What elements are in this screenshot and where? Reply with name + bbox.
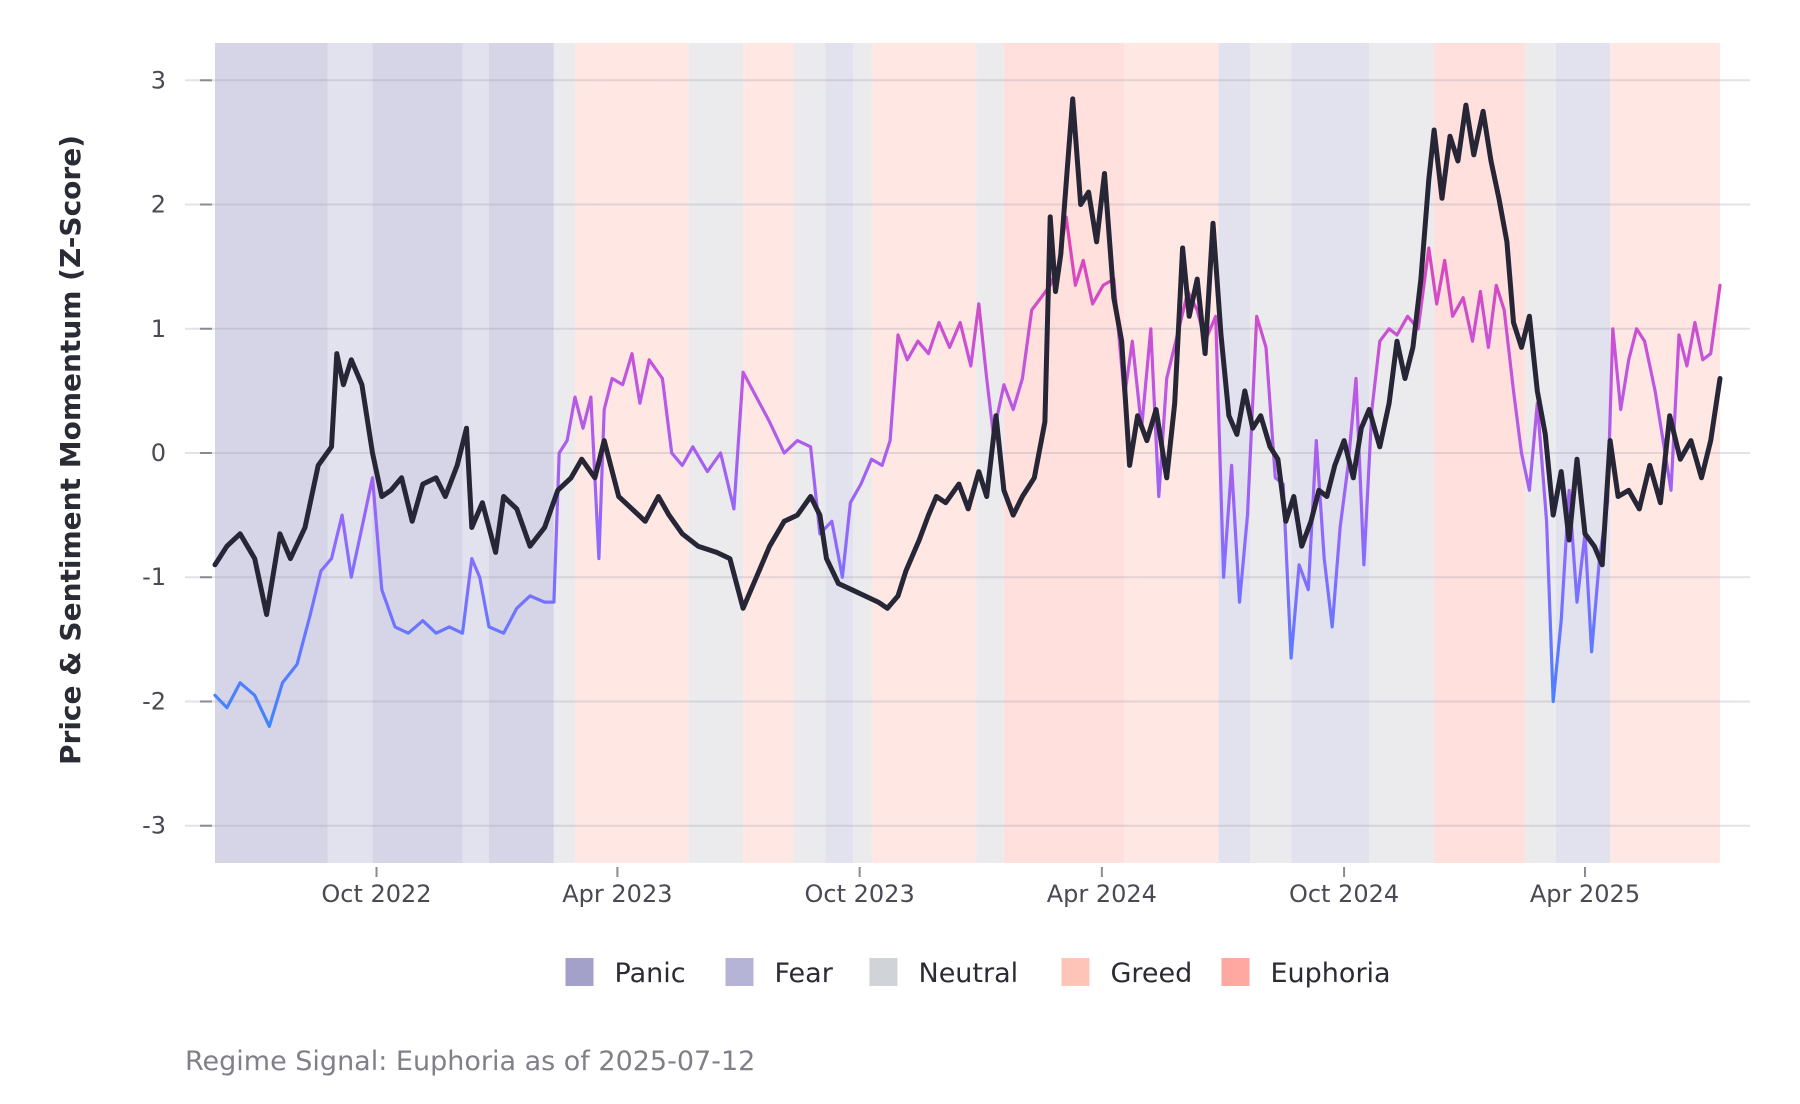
y-tick-label: -1: [142, 563, 166, 591]
legend: Panic Fear Neutral Greed Euphoria: [565, 958, 1391, 989]
regime-band-euphoria: [1434, 43, 1526, 863]
legend-label: Greed: [1111, 958, 1193, 989]
y-tick-label: -3: [142, 812, 166, 840]
legend-item-greed: Greed: [1061, 958, 1193, 989]
y-tick-label: 3: [151, 66, 166, 94]
legend-item-euphoria: Euphoria: [1221, 958, 1391, 989]
regime-band-panic: [488, 43, 554, 863]
regime-band-greed: [575, 43, 599, 863]
regime-band-neutral: [1250, 43, 1292, 863]
legend-swatch: [725, 958, 754, 986]
x-tick-label: Oct 2024: [1289, 880, 1399, 908]
legend-swatch: [1061, 958, 1090, 986]
x-tick-label: Oct 2023: [805, 880, 915, 908]
legend-swatch: [869, 958, 898, 986]
y-axis: 3 2 1 0 -1 -2 -3: [142, 66, 212, 840]
regime-band-fear: [1218, 43, 1251, 863]
legend-item-panic: Panic: [565, 958, 686, 989]
legend-item-fear: Fear: [725, 958, 834, 989]
legend-label: Neutral: [919, 958, 1019, 989]
y-tick-label: 1: [151, 315, 166, 343]
legend-label: Fear: [775, 958, 834, 989]
y-tick-label: -2: [142, 687, 166, 715]
chart-caption: Regime Signal: Euphoria as of 2025-07-12: [185, 1046, 755, 1077]
regime-band-fear: [1555, 43, 1611, 863]
regime-band-panic: [372, 43, 463, 863]
series-layer: [212, 96, 1723, 728]
x-tick-label: Apr 2025: [1530, 880, 1640, 908]
regime-band-panic: [215, 43, 328, 863]
x-tick-label: Apr 2024: [1047, 880, 1157, 908]
price-momentum-line: [212, 96, 1723, 617]
regime-band-greed: [662, 43, 689, 863]
regime-band-neutral: [853, 43, 872, 863]
regime-band-fear: [825, 43, 854, 863]
legend-item-neutral: Neutral: [869, 958, 1019, 989]
legend-swatch: [1221, 958, 1250, 986]
regime-band-fear: [327, 43, 373, 863]
regime-band-neutral: [793, 43, 826, 863]
legend-label: Panic: [615, 958, 686, 989]
regime-band-neutral: [1369, 43, 1435, 863]
regime-band-neutral: [553, 43, 576, 863]
y-tick-label: 0: [151, 439, 166, 467]
regime-bands: [215, 43, 1720, 863]
legend-label: Euphoria: [1271, 958, 1391, 989]
regime-band-greed: [871, 43, 977, 863]
x-tick-label: Oct 2022: [321, 880, 431, 908]
legend-swatch: [565, 958, 594, 986]
y-axis-title: Price & Sentiment Momentum (Z-Score): [54, 135, 87, 765]
x-axis: Oct 2022 Apr 2023 Oct 2023 Apr 2024 Oct 2024…: [321, 867, 1640, 908]
x-tick-label: Apr 2023: [562, 880, 672, 908]
y-tick-label: 2: [151, 191, 166, 219]
